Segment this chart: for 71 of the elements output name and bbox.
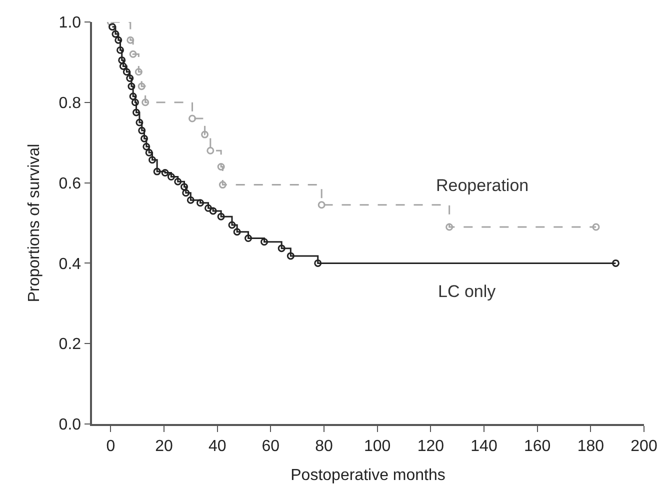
point bbox=[233, 228, 241, 236]
point bbox=[134, 68, 142, 76]
point bbox=[136, 118, 144, 126]
point bbox=[196, 199, 204, 207]
point bbox=[116, 46, 124, 54]
point bbox=[446, 223, 454, 231]
x-axis-title: Postoperative months bbox=[290, 467, 446, 484]
point bbox=[145, 148, 153, 156]
point bbox=[186, 196, 194, 204]
point bbox=[161, 169, 169, 176]
point bbox=[129, 50, 137, 58]
point bbox=[244, 234, 252, 242]
x-tick-label: 20 bbox=[155, 438, 173, 455]
series-label: Reoperation bbox=[436, 176, 529, 195]
x-tick-label: 80 bbox=[315, 438, 333, 455]
point bbox=[122, 68, 130, 76]
y-tick-label: 0.2 bbox=[58, 336, 82, 354]
point bbox=[142, 98, 150, 106]
point bbox=[228, 221, 236, 229]
point bbox=[148, 156, 156, 164]
point bbox=[592, 223, 600, 231]
point bbox=[153, 168, 161, 176]
y-tick-label: 1.0 bbox=[58, 14, 82, 32]
x-tick-label: 120 bbox=[417, 438, 444, 455]
point bbox=[188, 114, 196, 122]
x-tick-label: 180 bbox=[577, 438, 604, 455]
point bbox=[112, 30, 120, 38]
point bbox=[108, 23, 116, 31]
point bbox=[218, 181, 226, 189]
point bbox=[132, 108, 140, 116]
y-axis-title: Proportions of survival bbox=[26, 144, 44, 302]
point bbox=[278, 244, 286, 252]
point bbox=[128, 82, 136, 90]
point bbox=[174, 178, 182, 186]
point bbox=[138, 82, 146, 90]
x-tick-label: 0 bbox=[106, 438, 116, 455]
point bbox=[126, 74, 134, 82]
point bbox=[129, 92, 137, 100]
point bbox=[286, 252, 294, 260]
x-tick-label: 140 bbox=[470, 438, 498, 455]
point bbox=[260, 238, 268, 246]
point bbox=[201, 130, 209, 138]
x-tick-label: 40 bbox=[208, 438, 226, 455]
point bbox=[180, 183, 188, 191]
point bbox=[318, 201, 326, 209]
point bbox=[206, 146, 214, 154]
point bbox=[131, 98, 139, 106]
y-tick-label: 0.6 bbox=[58, 175, 82, 192]
point bbox=[209, 207, 217, 215]
point bbox=[612, 259, 620, 267]
point bbox=[142, 142, 150, 150]
y-tick-label: 0.0 bbox=[58, 416, 82, 434]
point bbox=[182, 189, 190, 197]
x-tick-label: 100 bbox=[364, 438, 391, 455]
point bbox=[204, 204, 212, 212]
point bbox=[118, 56, 126, 64]
point bbox=[140, 134, 148, 142]
point bbox=[138, 126, 146, 134]
point bbox=[314, 259, 322, 267]
point bbox=[217, 212, 225, 220]
y-tick-label: 0.8 bbox=[58, 95, 82, 112]
series-label: LC only bbox=[438, 282, 496, 301]
point bbox=[217, 162, 225, 170]
point bbox=[119, 62, 127, 70]
x-tick-label: 160 bbox=[524, 438, 551, 455]
y-tick-label: 0.4 bbox=[58, 256, 82, 273]
x-tick-label: 60 bbox=[262, 438, 280, 455]
point bbox=[167, 173, 175, 181]
point bbox=[126, 36, 134, 44]
x-tick-label: 200 bbox=[630, 438, 658, 455]
point bbox=[114, 36, 122, 44]
